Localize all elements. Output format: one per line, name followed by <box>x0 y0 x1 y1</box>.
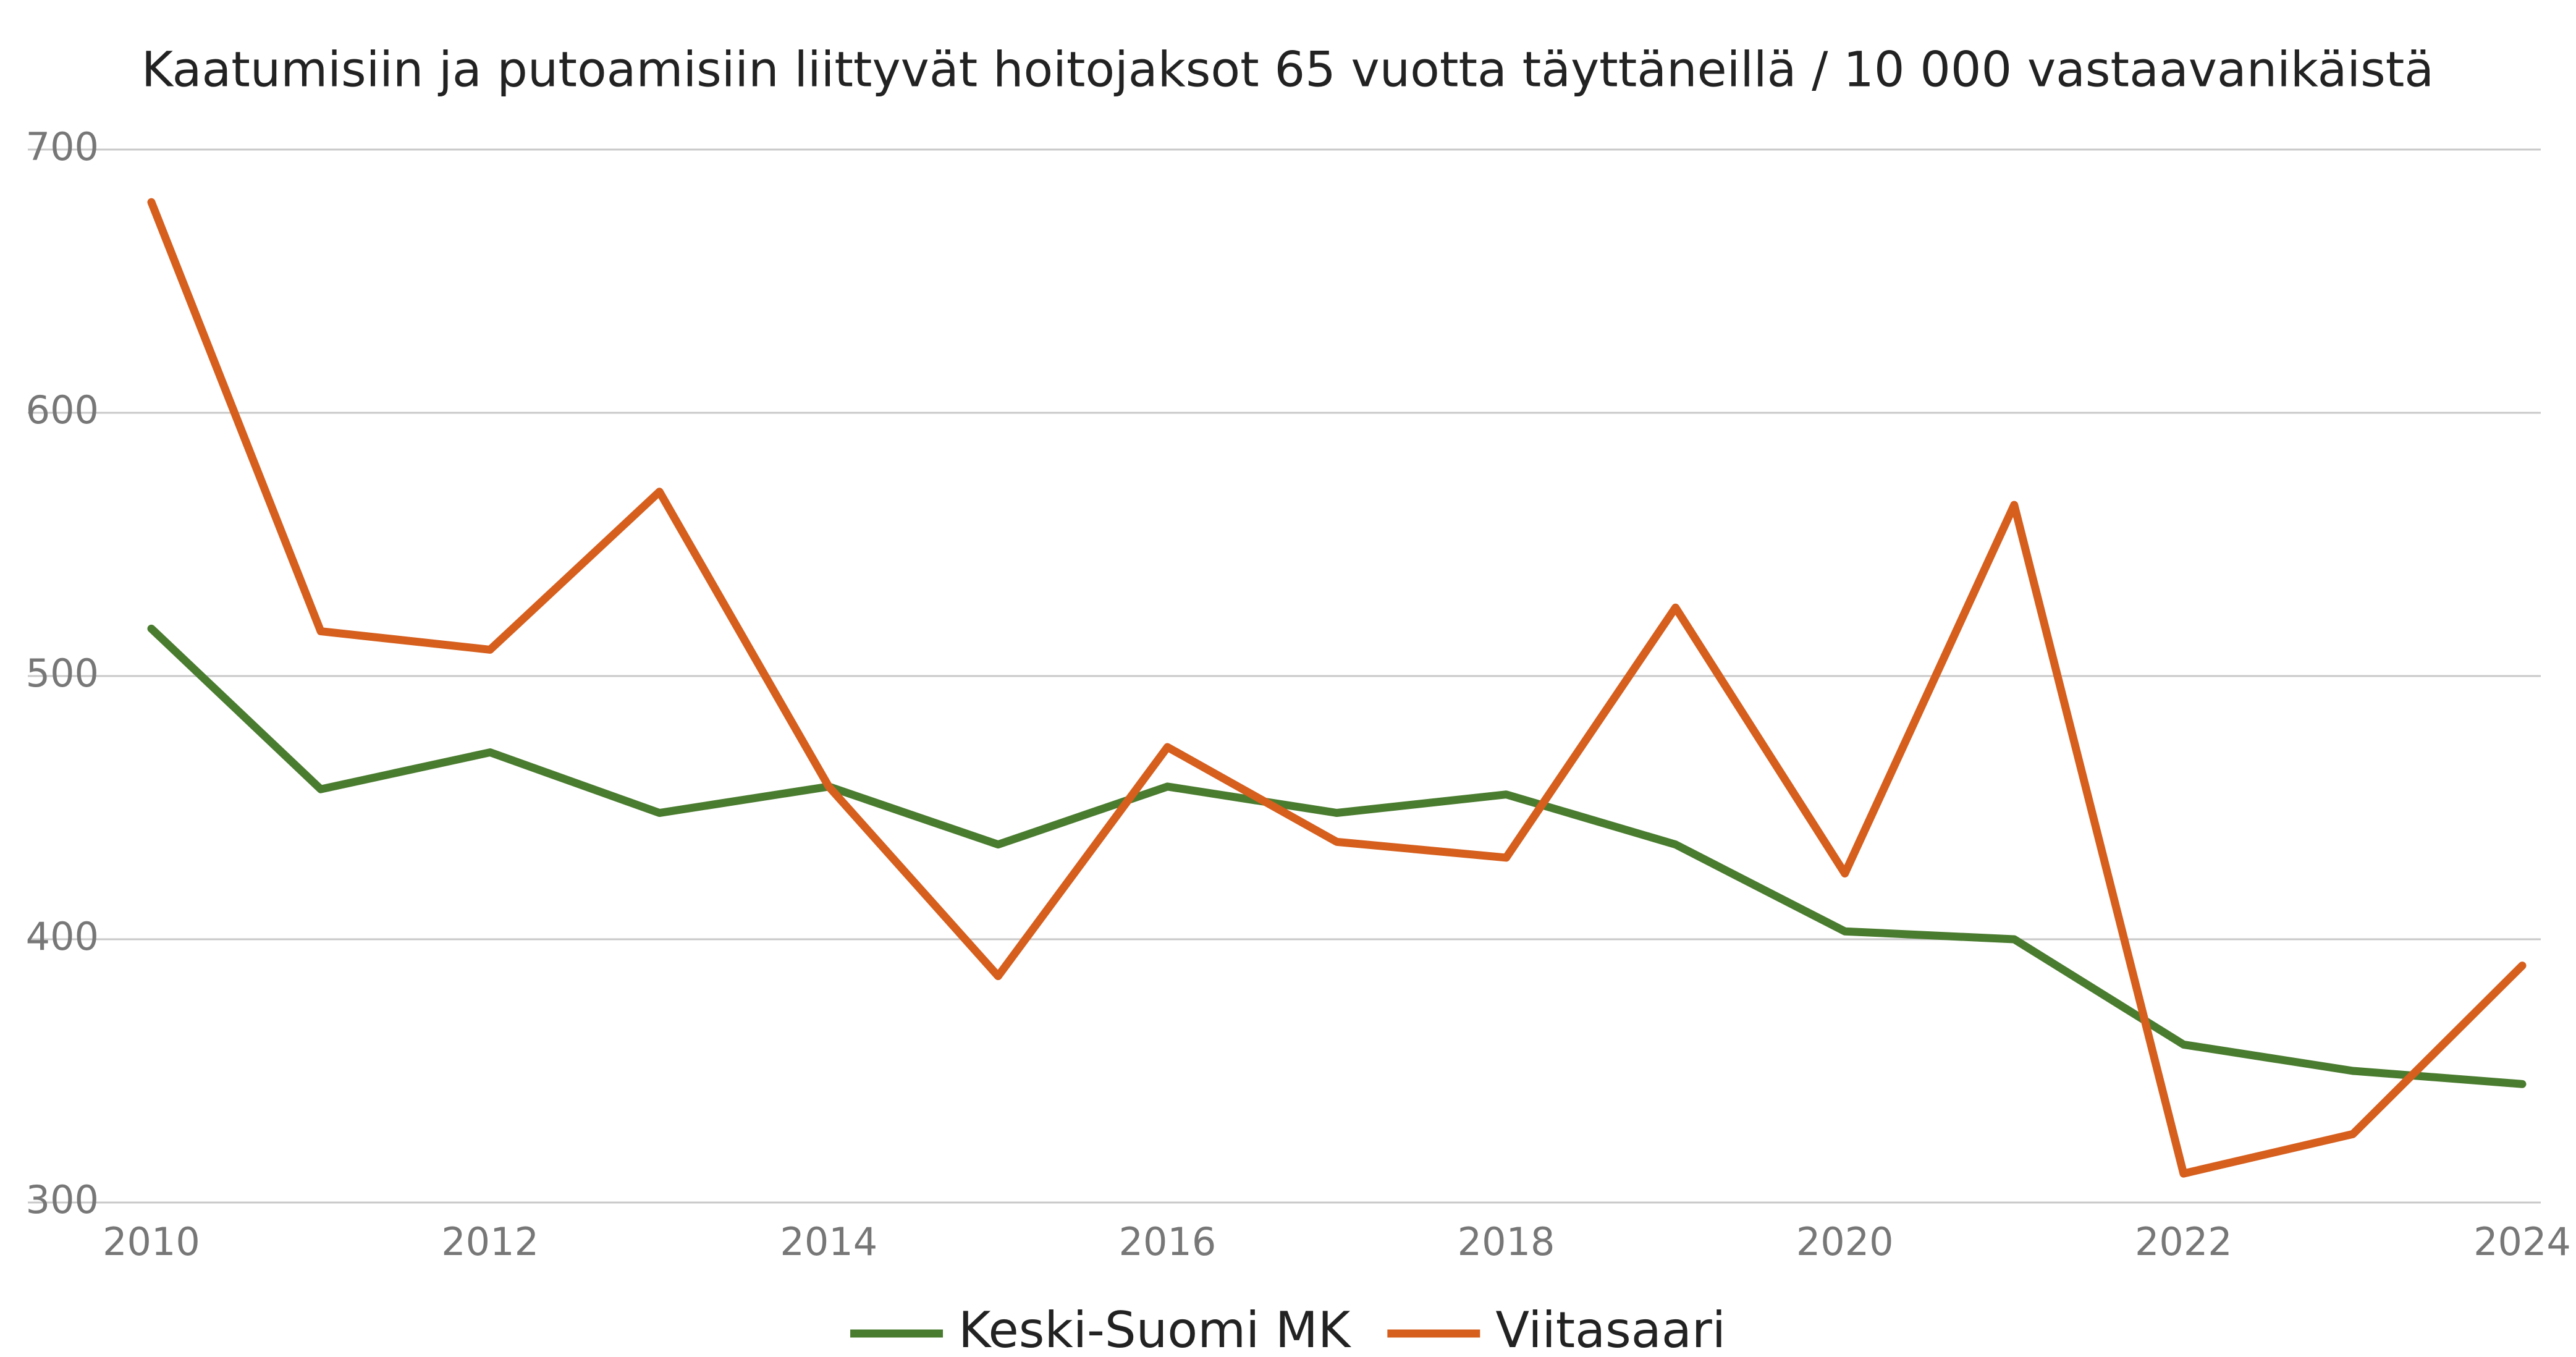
x-tick-label: 2016 <box>1119 1219 1217 1264</box>
y-tick-label: 700 <box>26 124 99 169</box>
legend-label: Viitasaari <box>1495 1301 1726 1357</box>
y-tick-label: 600 <box>26 387 99 433</box>
y-tick-label: 400 <box>26 914 99 959</box>
x-tick-label: 2012 <box>441 1219 539 1264</box>
legend-label: Keski-Suomi MK <box>958 1301 1352 1357</box>
x-tick-label: 2014 <box>780 1219 877 1264</box>
y-tick-label: 300 <box>26 1177 99 1222</box>
y-tick-label: 500 <box>26 651 99 696</box>
x-tick-label: 2024 <box>2473 1219 2571 1264</box>
chart-title: Kaatumisiin ja putoamisiin liittyvät hoi… <box>141 42 2434 98</box>
x-tick-label: 2022 <box>2135 1219 2232 1264</box>
x-tick-label: 2010 <box>103 1219 200 1264</box>
series-line <box>147 624 2527 1088</box>
x-tick-label: 2018 <box>1458 1219 1555 1264</box>
series-line <box>147 198 2527 1178</box>
x-tick-label: 2020 <box>1796 1219 1894 1264</box>
